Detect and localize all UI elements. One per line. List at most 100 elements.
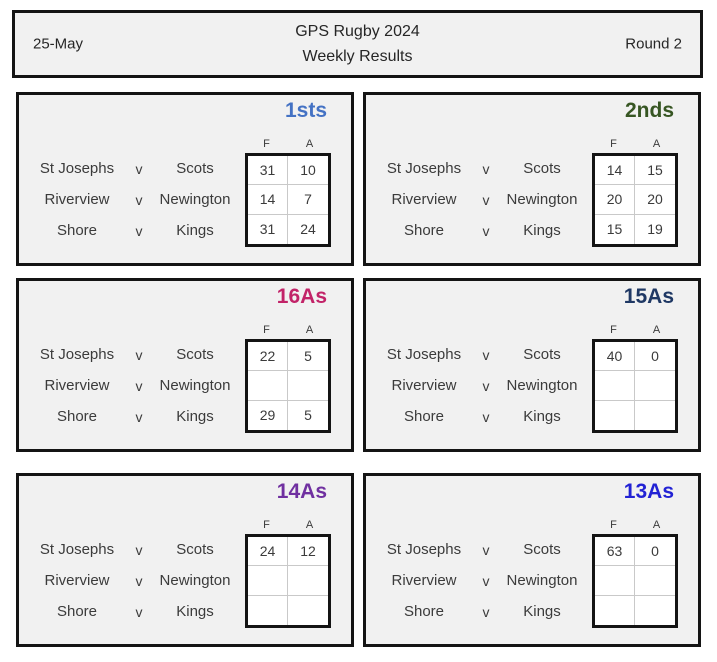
home-team-label: Shore [56, 222, 98, 239]
score-against-cell [288, 596, 328, 625]
grade-panel-15as: 15As F A St Josephs v Scots Riverview v Newin… [363, 278, 701, 452]
away-team-label: Kings [523, 222, 561, 239]
versus-label: v [135, 603, 143, 620]
away-team-label: Scots [176, 346, 214, 363]
round-label: Round 2 [625, 35, 682, 53]
grade-panel-1sts: 1sts F A St Josephs v Scots Riverview v Newin… [16, 92, 354, 266]
home-team-label: St Josephs [386, 541, 462, 558]
home-team-label: Riverview [391, 377, 457, 394]
home-team-label: Riverview [44, 572, 110, 589]
fixture-row: Shore v Kings [368, 596, 592, 627]
score-column-headers: F A [592, 516, 678, 534]
score-grid: 24 12 [245, 534, 331, 628]
against-column-header: A [305, 324, 314, 336]
against-column-header: A [652, 138, 661, 150]
score-against-cell: 15 [635, 156, 675, 186]
grade-panel-2nds: 2nds F A St Josephs v Scots Riverview v Newin… [363, 92, 701, 266]
score-against-cell: 20 [635, 185, 675, 215]
grade-title: 13As [623, 480, 674, 503]
page-title-line1: GPS Rugby 2024 [295, 23, 420, 40]
grade-panel-13as: 13As F A St Josephs v Scots Riverview v Newin… [363, 473, 701, 647]
against-column-header: A [652, 324, 661, 336]
fixture-list: St Josephs v Scots Riverview v Newington Shore… [368, 339, 592, 432]
home-team-label: Riverview [391, 572, 457, 589]
versus-label: v [135, 408, 143, 425]
score-against-cell: 0 [635, 342, 675, 372]
grade-title: 1sts [284, 99, 327, 122]
fixture-row: Shore v Kings [368, 401, 592, 432]
versus-label: v [135, 160, 143, 177]
fixture-row: Riverview v Newington [21, 565, 245, 596]
fixture-list: St Josephs v Scots Riverview v Newington Shore… [21, 339, 245, 432]
grade-title: 14As [276, 480, 327, 503]
score-for-cell [595, 400, 635, 430]
away-team-label: Scots [176, 541, 214, 558]
score-for-cell: 14 [595, 156, 635, 186]
versus-label: v [482, 541, 490, 558]
grade-title: 16As [276, 285, 327, 308]
versus-label: v [482, 160, 490, 177]
against-column-header: A [652, 519, 661, 531]
away-team-label: Kings [523, 603, 561, 620]
home-team-label: St Josephs [39, 346, 115, 363]
versus-label: v [135, 572, 143, 589]
away-team-label: Newington [506, 572, 578, 589]
away-team-label: Kings [176, 603, 214, 620]
fixture-row: Riverview v Newington [368, 370, 592, 401]
grade-panel-14as: 14As F A St Josephs v Scots Riverview v Newin… [16, 473, 354, 647]
home-team-label: St Josephs [386, 160, 462, 177]
date-label: 25-May [33, 35, 84, 53]
score-against-cell: 10 [288, 156, 328, 186]
page-title-line2: Weekly Results [302, 48, 413, 65]
score-against-cell [635, 371, 675, 401]
score-for-cell [595, 371, 635, 401]
against-column-header: A [305, 138, 314, 150]
score-for-cell: 20 [595, 185, 635, 215]
home-team-label: Shore [403, 603, 445, 620]
results-header: 25-May GPS Rugby 2024 Weekly Results Rou… [12, 10, 703, 78]
score-for-cell: 63 [595, 537, 635, 567]
score-against-cell [635, 596, 675, 625]
score-grid: 22 5 29 5 [245, 339, 331, 433]
score-for-cell [595, 595, 635, 625]
away-team-label: Newington [506, 377, 578, 394]
fixture-row: St Josephs v Scots [21, 534, 245, 565]
score-for-cell: 24 [248, 537, 288, 567]
score-column-headers: F A [592, 135, 678, 153]
score-for-cell: 29 [248, 400, 288, 430]
versus-label: v [482, 572, 490, 589]
home-team-label: Riverview [44, 377, 110, 394]
away-team-label: Newington [159, 377, 231, 394]
fixture-row: Shore v Kings [21, 401, 245, 432]
for-column-header: F [263, 138, 270, 150]
score-against-cell: 7 [288, 185, 328, 215]
away-team-label: Scots [523, 541, 561, 558]
score-against-cell: 19 [647, 221, 663, 238]
for-column-header: F [610, 324, 617, 336]
score-against-cell [635, 401, 675, 430]
score-for-cell: 40 [595, 342, 635, 372]
versus-label: v [482, 377, 490, 394]
versus-label: v [482, 346, 490, 363]
versus-label: v [135, 191, 143, 208]
fixture-list: St Josephs v Scots Riverview v Newington Shore… [21, 153, 245, 246]
home-team-label: St Josephs [386, 346, 462, 363]
home-team-label: Riverview [44, 191, 110, 208]
home-team-label: St Josephs [39, 541, 115, 558]
versus-label: v [482, 222, 490, 239]
score-against-cell: 0 [635, 537, 675, 567]
score-grid: 63 0 [592, 534, 678, 628]
score-for-cell [595, 566, 635, 596]
score-against-cell: 5 [288, 342, 328, 372]
versus-label: v [135, 222, 143, 239]
score-against-cell: 5 [304, 407, 312, 424]
grade-title: 2nds [624, 99, 674, 122]
page-title: GPS Rugby 2024 Weekly Results [15, 13, 700, 75]
for-column-header: F [263, 324, 270, 336]
away-team-label: Scots [523, 346, 561, 363]
away-team-label: Kings [176, 408, 214, 425]
score-grid: 40 0 [592, 339, 678, 433]
score-for-cell: 15 [595, 214, 635, 244]
versus-label: v [135, 377, 143, 394]
versus-label: v [482, 603, 490, 620]
